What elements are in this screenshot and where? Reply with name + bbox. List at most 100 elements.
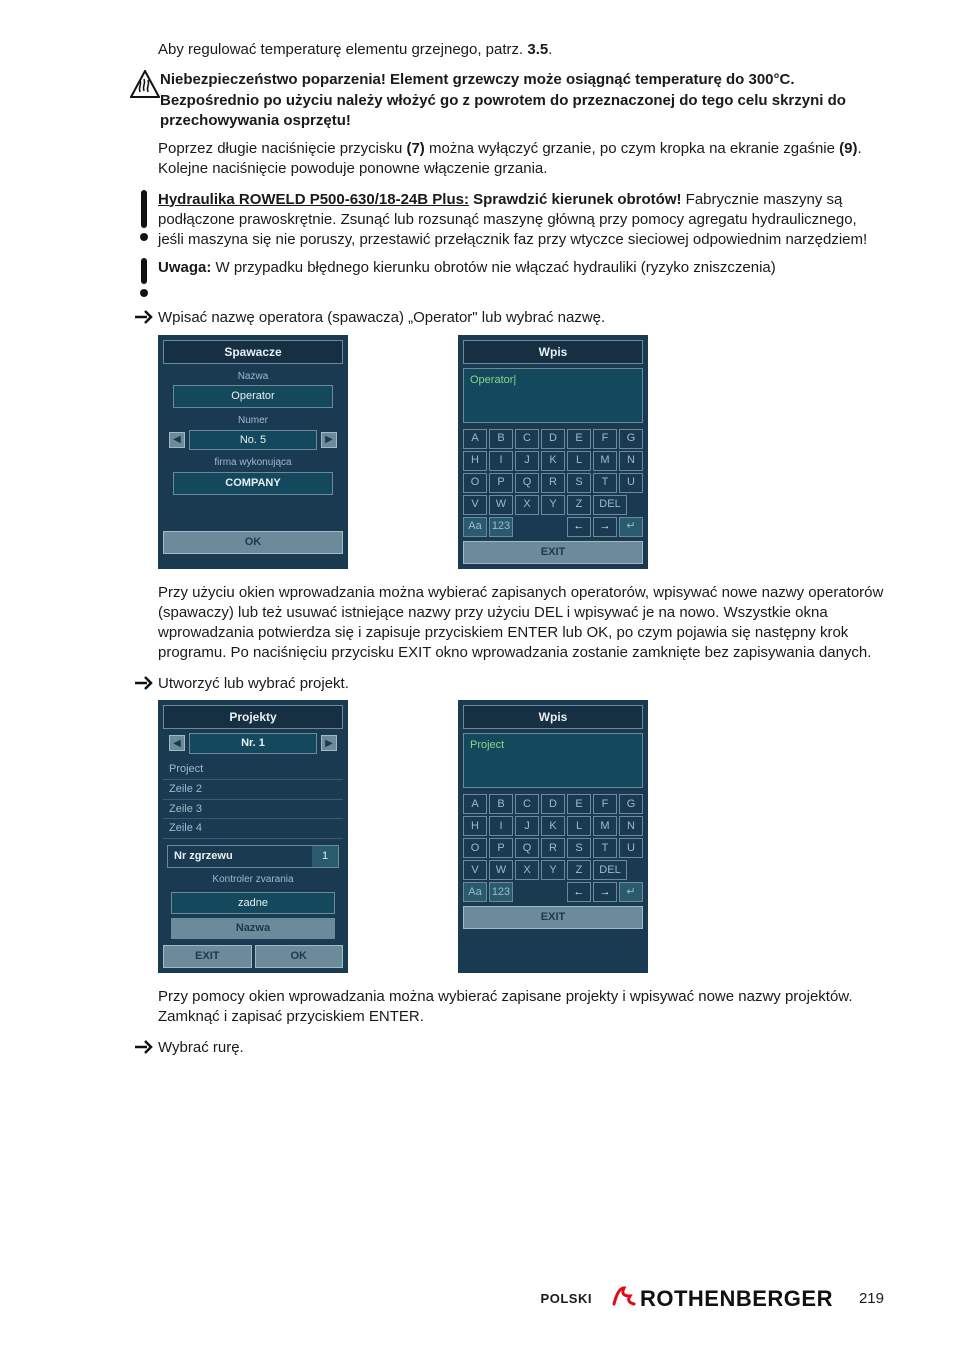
key-c[interactable]: C [515, 429, 539, 449]
key-b[interactable]: B [489, 429, 513, 449]
key-123[interactable]: 123 [489, 882, 513, 902]
p2c: można wyłączyć grzanie, po czym kropka n… [425, 140, 839, 157]
key-h[interactable]: H [463, 451, 487, 471]
next-button[interactable]: ▶ [321, 432, 337, 448]
key-v[interactable]: V [463, 495, 487, 515]
key-m[interactable]: M [593, 451, 617, 471]
key-aa[interactable]: Aa [463, 517, 487, 537]
key-j[interactable]: J [515, 451, 539, 471]
key-k[interactable]: K [541, 451, 565, 471]
exclam-icon [130, 258, 158, 298]
next-button[interactable]: ▶ [321, 735, 337, 751]
key-p[interactable]: P [489, 838, 513, 858]
list-item[interactable]: Zeile 2 [163, 780, 343, 800]
key-f[interactable]: F [593, 794, 617, 814]
key-r[interactable]: R [541, 838, 565, 858]
key-u[interactable]: U [619, 473, 643, 493]
key-i[interactable]: I [489, 816, 513, 836]
field-name[interactable]: Operator [173, 385, 333, 408]
key-v[interactable]: V [463, 860, 487, 880]
warning-heat: Niebezpieczeństwo poparzenia! Element gr… [130, 70, 884, 131]
key-e[interactable]: E [567, 794, 591, 814]
key-123[interactable]: 123 [489, 517, 513, 537]
exit-button[interactable]: EXIT [463, 541, 643, 564]
key-w[interactable]: W [489, 860, 513, 880]
field-company[interactable]: COMPANY [173, 472, 333, 495]
key-y[interactable]: Y [541, 860, 565, 880]
key-r[interactable]: R [541, 473, 565, 493]
list-item[interactable]: Project [163, 760, 343, 780]
warning-direction-text: Uwaga: W przypadku błędnego kierunku obr… [158, 258, 884, 278]
key-x[interactable]: X [515, 860, 539, 880]
key-d[interactable]: D [541, 429, 565, 449]
key-z[interactable]: Z [567, 860, 591, 880]
key-h[interactable]: H [463, 816, 487, 836]
key-enter[interactable]: ↵ [619, 882, 643, 902]
key-q[interactable]: Q [515, 473, 539, 493]
p2d: (9) [839, 140, 857, 157]
key-t[interactable]: T [593, 473, 617, 493]
key-c[interactable]: C [515, 794, 539, 814]
key-j[interactable]: J [515, 816, 539, 836]
exit-button[interactable]: EXIT [163, 945, 252, 968]
key-x[interactable]: X [515, 495, 539, 515]
exit-button[interactable]: EXIT [463, 906, 643, 929]
key-f[interactable]: F [593, 429, 617, 449]
key-t[interactable]: T [593, 838, 617, 858]
input-area[interactable]: Operator| [463, 368, 643, 423]
key-aa[interactable]: Aa [463, 882, 487, 902]
arrow-right-icon [130, 674, 158, 690]
ok-button[interactable]: OK [255, 945, 344, 968]
key-b[interactable]: B [489, 794, 513, 814]
key-y[interactable]: Y [541, 495, 565, 515]
key-g[interactable]: G [619, 794, 643, 814]
key-n[interactable]: N [619, 451, 643, 471]
prev-button[interactable]: ◀ [169, 432, 185, 448]
key-p[interactable]: P [489, 473, 513, 493]
key-left[interactable]: ← [567, 882, 591, 902]
list-item[interactable]: Zeile 4 [163, 819, 343, 839]
key-l[interactable]: L [567, 451, 591, 471]
list-item[interactable]: Zeile 3 [163, 800, 343, 820]
intro-line: Aby regulować temperaturę elementu grzej… [158, 40, 884, 60]
key-o[interactable]: O [463, 473, 487, 493]
controller-label: Kontroler zvarania [163, 870, 343, 890]
key-a[interactable]: A [463, 429, 487, 449]
key-l[interactable]: L [567, 816, 591, 836]
key-e[interactable]: E [567, 429, 591, 449]
key-q[interactable]: Q [515, 838, 539, 858]
key-k[interactable]: K [541, 816, 565, 836]
keyboard: A B C D E F G H I J K L M N O P Q R [463, 429, 643, 537]
key-n[interactable]: N [619, 816, 643, 836]
arrow-right-icon [130, 1038, 158, 1054]
key-d[interactable]: D [541, 794, 565, 814]
key-i[interactable]: I [489, 451, 513, 471]
weld-value[interactable]: 1 [312, 846, 338, 867]
screen-wpis-2: Wpis Project A B C D E F G H I J K L M N [458, 700, 648, 973]
input-value: Project [470, 739, 504, 751]
prev-button[interactable]: ◀ [169, 735, 185, 751]
key-u[interactable]: U [619, 838, 643, 858]
input-area[interactable]: Project [463, 733, 643, 788]
key-right[interactable]: → [593, 882, 617, 902]
key-o[interactable]: O [463, 838, 487, 858]
key-a[interactable]: A [463, 794, 487, 814]
name-header: Nazwa [171, 918, 335, 939]
input-value: Operator| [470, 374, 516, 386]
key-m[interactable]: M [593, 816, 617, 836]
screens-row-1: Spawacze Nazwa Operator Numer ◀ No. 5 ▶ … [158, 335, 884, 569]
key-enter[interactable]: ↵ [619, 517, 643, 537]
controller-value[interactable]: zadne [171, 892, 335, 915]
key-del[interactable]: DEL [593, 495, 627, 515]
ok-button[interactable]: OK [163, 531, 343, 554]
key-del[interactable]: DEL [593, 860, 627, 880]
key-s[interactable]: S [567, 838, 591, 858]
nav-value[interactable]: Nr. 1 [189, 733, 317, 754]
key-s[interactable]: S [567, 473, 591, 493]
key-w[interactable]: W [489, 495, 513, 515]
key-g[interactable]: G [619, 429, 643, 449]
key-z[interactable]: Z [567, 495, 591, 515]
field-number[interactable]: No. 5 [189, 430, 317, 451]
key-left[interactable]: ← [567, 517, 591, 537]
key-right[interactable]: → [593, 517, 617, 537]
